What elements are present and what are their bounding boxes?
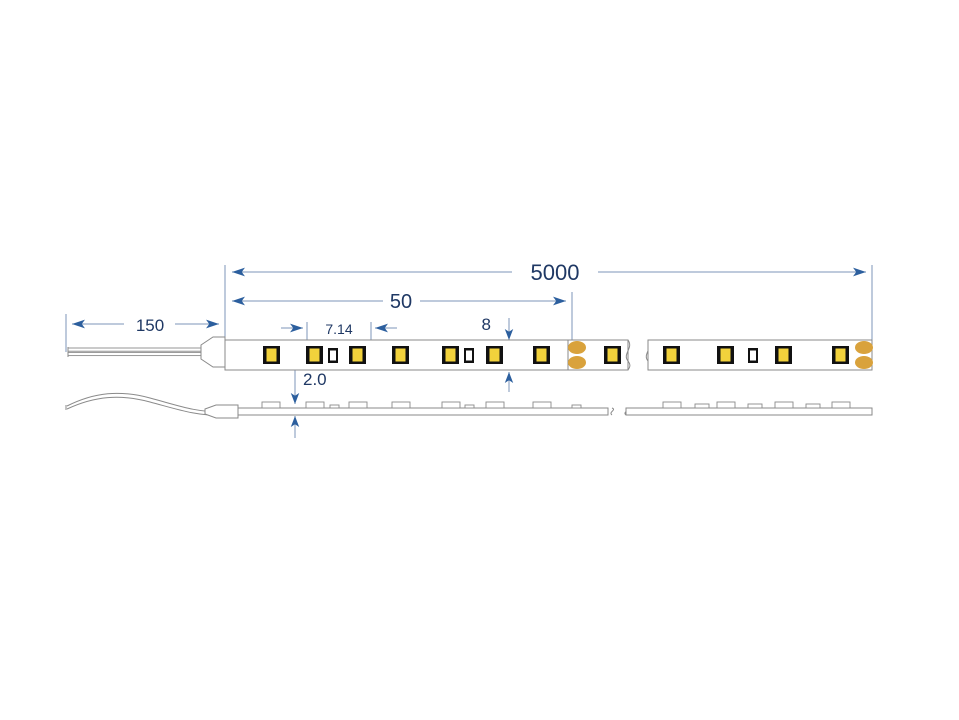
component-profile <box>261 401 281 409</box>
dimension-lead-wire: 150 <box>65 314 219 352</box>
pcb-edge-right <box>625 407 873 416</box>
solder-pad-pair-midstrip <box>568 341 586 369</box>
pcb-right-segment <box>647 339 873 371</box>
led <box>604 346 621 364</box>
dimension-strip-width: 8 <box>482 315 514 392</box>
component-profile <box>774 401 794 409</box>
dimension-label-total-length: 5000 <box>531 260 580 285</box>
component-profile <box>329 404 340 409</box>
component-profile <box>485 401 505 409</box>
led <box>832 346 849 364</box>
component-profile-group-left <box>261 401 582 409</box>
component-profile <box>805 403 821 409</box>
connector-boot <box>200 336 226 368</box>
component-profile <box>441 401 461 409</box>
pcb-edge-left <box>237 407 609 416</box>
resistor <box>748 348 758 363</box>
dimension-label-segment-length: 50 <box>390 291 412 313</box>
led <box>486 346 503 364</box>
led <box>349 346 366 364</box>
led <box>775 346 792 364</box>
solder-pad-pair-end <box>855 341 873 369</box>
component-profile <box>391 401 411 409</box>
resistor <box>464 348 474 363</box>
led <box>442 346 459 364</box>
led <box>392 346 409 364</box>
component-profile <box>571 404 582 409</box>
led-group-left <box>263 346 621 364</box>
led <box>306 346 323 364</box>
component-profile-group-right <box>662 401 851 409</box>
led <box>263 346 280 364</box>
dimension-label-strip-thickness: 2.0 <box>303 370 327 389</box>
break-symbol-left <box>625 339 631 371</box>
component-profile <box>464 404 475 409</box>
led <box>533 346 550 364</box>
side-view <box>65 392 873 419</box>
resistor-group-right <box>748 348 758 363</box>
component-profile <box>305 401 325 409</box>
component-profile <box>694 403 710 409</box>
dimension-segment-length: 50 <box>232 291 573 352</box>
component-profile <box>716 401 736 409</box>
component-profile <box>662 401 682 409</box>
lead-wire-side-view-lower <box>66 396 223 416</box>
component-profile <box>532 401 552 409</box>
lead-wire-side-view <box>66 392 223 413</box>
led <box>663 346 680 364</box>
component-profile <box>747 403 763 409</box>
break-symbol-side-left <box>610 407 615 416</box>
dimension-label-lead-wire: 150 <box>136 316 164 335</box>
led <box>717 346 734 364</box>
resistor <box>328 348 338 363</box>
resistor-group-left <box>328 348 474 363</box>
dimension-label-led-pitch: 7.14 <box>325 321 352 337</box>
led-group-right <box>663 346 849 364</box>
lead-wire-top-view <box>67 347 206 357</box>
connector-boot-side <box>204 404 239 419</box>
dimension-strip-thickness: 2.0 <box>290 355 327 438</box>
component-profile <box>831 401 851 409</box>
dimension-label-strip-width: 8 <box>482 315 491 334</box>
top-view <box>67 336 873 371</box>
component-profile <box>348 401 368 409</box>
dimension-total-length: 5000 <box>224 260 873 352</box>
